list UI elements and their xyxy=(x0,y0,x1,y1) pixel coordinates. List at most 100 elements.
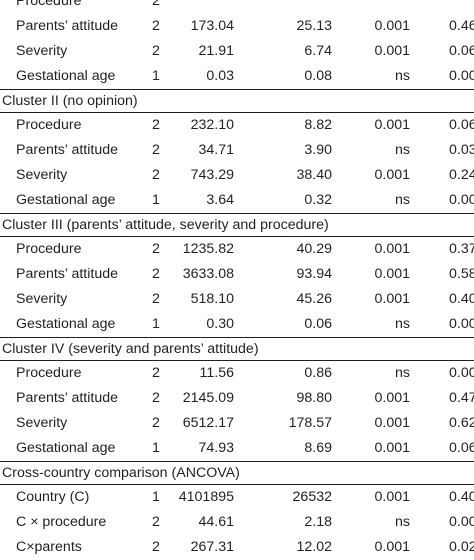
section-title: Cluster IV (severity and parents’ attitu… xyxy=(2,341,259,357)
table-row: Procedure 2 1235.82 40.29 0.001 0.37 xyxy=(0,237,474,262)
sum-of-squares-value: 232.10 xyxy=(190,117,234,133)
effect-label: Parents’ attitude xyxy=(16,142,118,158)
table-row: Gestational age 1 3.64 0.32 ns 0.00 xyxy=(0,188,474,213)
divider xyxy=(0,112,474,113)
df-value: 2 xyxy=(152,390,160,406)
table-row: Severity 2 6512.17 178.57 0.001 0.62 xyxy=(0,411,474,436)
p-value: 0.001 xyxy=(374,291,410,307)
p-value: ns xyxy=(395,192,410,208)
p-value: 0.001 xyxy=(374,117,410,133)
df-value: 2 xyxy=(152,0,160,9)
df-value: 2 xyxy=(152,43,160,59)
effect-label: Severity xyxy=(16,415,68,431)
divider xyxy=(0,337,474,338)
effect-label: Gestational age xyxy=(16,192,116,208)
effect-size-value: 0.03 xyxy=(449,142,474,158)
p-value: 0.001 xyxy=(374,415,410,431)
sum-of-squares-value: 6512.17 xyxy=(182,415,234,431)
df-value: 1 xyxy=(152,489,160,505)
df-value: 2 xyxy=(152,415,160,431)
effect-size-value: 0.00 xyxy=(449,68,474,84)
sum-of-squares-value: 0.03 xyxy=(206,68,234,84)
effect-label: Procedure xyxy=(16,241,82,257)
df-value: 2 xyxy=(152,266,160,282)
p-value: 0.001 xyxy=(374,440,410,456)
table-row: Severity 2 21.91 6.74 0.001 0.06 xyxy=(0,39,474,64)
effect-size-value: 0.00 xyxy=(449,365,474,381)
effect-label: Procedure xyxy=(16,0,82,9)
table-row: Parents’ attitude 2 173.04 25.13 0.001 0.46 xyxy=(0,14,474,39)
effect-label: C×parents xyxy=(16,539,82,555)
section-title: Cluster II (no opinion) xyxy=(2,93,138,109)
effect-size-value: 0.06 xyxy=(449,43,474,59)
df-value: 2 xyxy=(152,167,160,183)
f-value: 0.32 xyxy=(304,192,332,208)
divider xyxy=(0,360,474,361)
f-value: 45.26 xyxy=(296,291,332,307)
sum-of-squares-value: 44.61 xyxy=(198,514,234,530)
p-value: 0.001 xyxy=(374,390,410,406)
sum-of-squares-value: 2145.09 xyxy=(182,390,234,406)
effect-size-value: 0.62 xyxy=(449,415,474,431)
f-value: 8.69 xyxy=(304,440,332,456)
divider xyxy=(0,236,474,237)
effect-label: Severity xyxy=(16,43,68,59)
df-value: 2 xyxy=(152,539,160,555)
p-value: 0.001 xyxy=(374,539,410,555)
sum-of-squares-value: 34.71 xyxy=(198,142,234,158)
effect-size-value: 0.00 xyxy=(449,514,474,530)
f-value: 25.13 xyxy=(296,18,332,34)
section-title: Cluster III (parents’ attitude, severity… xyxy=(2,217,329,233)
p-value: 0.001 xyxy=(374,18,410,34)
df-value: 1 xyxy=(152,316,160,332)
effect-size-value: 0.47 xyxy=(449,390,474,406)
effect-size-value: 0.02 xyxy=(449,539,474,555)
effect-size-value: 0.40 xyxy=(449,489,474,505)
p-value: ns xyxy=(395,514,410,530)
effect-label: Parents’ attitude xyxy=(16,18,118,34)
section-title: Cross-country comparison (ANCOVA) xyxy=(2,465,240,481)
effect-label: Procedure xyxy=(16,117,82,133)
effect-label: C × procedure xyxy=(16,514,107,530)
p-value: 0.001 xyxy=(374,266,410,282)
f-value: 178.57 xyxy=(288,415,332,431)
df-value: 2 xyxy=(152,117,160,133)
p-value: 0.001 xyxy=(374,241,410,257)
effect-label: Parents’ attitude xyxy=(16,390,118,406)
sum-of-squares-value: 267.31 xyxy=(190,539,234,555)
p-value: ns xyxy=(395,68,410,84)
effect-size-value: 0.06 xyxy=(449,117,474,133)
section-header: Cross-country comparison (ANCOVA) xyxy=(0,461,474,485)
f-value: 2.18 xyxy=(304,514,332,530)
f-value: 98.80 xyxy=(296,390,332,406)
table-row: Gestational age 1 74.93 8.69 0.001 0.06 xyxy=(0,436,474,461)
p-value: 0.001 xyxy=(374,167,410,183)
sum-of-squares-value: 3.64 xyxy=(206,192,234,208)
f-value: 26532 xyxy=(292,489,332,505)
sum-of-squares-value: 21.91 xyxy=(198,43,234,59)
effect-label: Severity xyxy=(16,167,68,183)
effect-label: Gestational age xyxy=(16,440,116,456)
effect-size-value: 0.24 xyxy=(449,167,474,183)
f-value: 0.06 xyxy=(304,316,332,332)
table-row: Procedure 2 xyxy=(0,0,474,14)
effect-label: Gestational age xyxy=(16,68,116,84)
sum-of-squares-value: 518.10 xyxy=(190,291,234,307)
f-value: 38.40 xyxy=(296,167,332,183)
sum-of-squares-value: 11.56 xyxy=(199,365,234,381)
table-row: C × procedure 2 44.61 2.18 ns 0.00 xyxy=(0,510,474,535)
df-value: 1 xyxy=(152,192,160,208)
effect-label: Parents’ attitude xyxy=(16,266,118,282)
p-value: ns xyxy=(395,316,410,332)
sum-of-squares-value: 1235.82 xyxy=(182,241,234,257)
p-value: ns xyxy=(395,142,410,158)
df-value: 2 xyxy=(152,241,160,257)
df-value: 1 xyxy=(152,440,160,456)
table-row: Parents’ attitude 2 3633.08 93.94 0.001 0.58 xyxy=(0,262,474,287)
df-value: 2 xyxy=(152,142,160,158)
effect-size-value: 0.46 xyxy=(449,18,474,34)
effect-size-value: 0.00 xyxy=(449,192,474,208)
df-value: 2 xyxy=(152,365,160,381)
table-row: Severity 2 743.29 38.40 0.001 0.24 xyxy=(0,163,474,188)
